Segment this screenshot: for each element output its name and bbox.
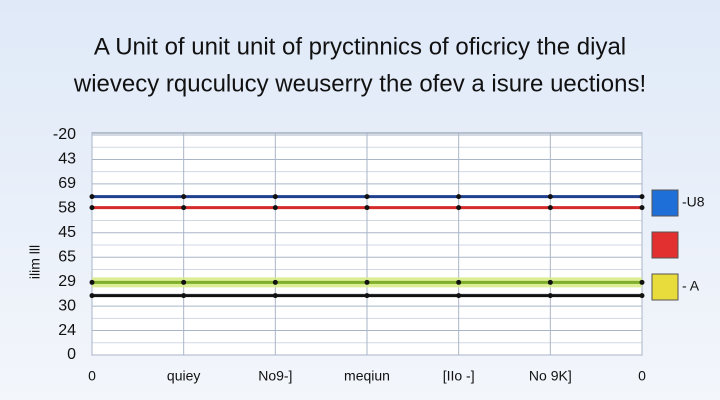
legend-swatch: [651, 189, 679, 217]
point: [456, 194, 462, 200]
point: [547, 293, 553, 299]
chart-title: A Unit of unit unit of pryctinnics of of…: [94, 33, 626, 60]
point: [89, 279, 95, 285]
point: [456, 279, 462, 285]
point: [272, 293, 278, 299]
point: [547, 279, 553, 285]
point: [181, 293, 187, 299]
y-tick-label: 69: [58, 175, 76, 192]
y-tick-label: 0: [67, 346, 76, 363]
point: [364, 279, 370, 285]
x-tick-label: No 9K]: [529, 368, 572, 384]
x-tick-label: meqiun: [344, 368, 390, 384]
point: [272, 205, 278, 211]
y-axis-label: ilim lll: [27, 245, 43, 279]
point: [181, 205, 187, 211]
point: [181, 194, 187, 200]
point: [272, 279, 278, 285]
x-tick-label: 0: [638, 368, 646, 384]
x-tick-label: quiey: [167, 368, 200, 384]
y-tick-label: -20: [53, 126, 76, 143]
point: [456, 205, 462, 211]
x-tick-label: 0: [88, 368, 96, 384]
point: [89, 293, 95, 299]
chart-subtitle: wievecy rquculucy weuserry the ofev a is…: [73, 70, 646, 97]
y-tick-label: 58: [58, 200, 76, 217]
x-tick-label: No9-]: [258, 368, 292, 384]
point: [639, 194, 645, 200]
point: [639, 279, 645, 285]
y-tick-label: 30: [58, 297, 76, 314]
point: [89, 205, 95, 211]
point: [364, 194, 370, 200]
legend-swatch: [651, 273, 679, 301]
legend-swatch: [651, 231, 679, 259]
point: [547, 205, 553, 211]
point: [364, 205, 370, 211]
point: [547, 194, 553, 200]
y-tick-label: 29: [58, 273, 76, 290]
y-tick-label: 45: [58, 224, 76, 241]
point: [639, 205, 645, 211]
point: [181, 279, 187, 285]
point: [89, 194, 95, 200]
y-tick-label: 65: [58, 248, 76, 265]
y-tick-label: 24: [58, 322, 76, 339]
y-tick-label: 43: [58, 151, 76, 168]
x-tick-label: [IIo -]: [443, 368, 475, 384]
point: [639, 293, 645, 299]
point: [456, 293, 462, 299]
point: [364, 293, 370, 299]
legend-label: - A: [682, 278, 700, 294]
point: [272, 194, 278, 200]
legend-label: -U8: [682, 194, 705, 210]
